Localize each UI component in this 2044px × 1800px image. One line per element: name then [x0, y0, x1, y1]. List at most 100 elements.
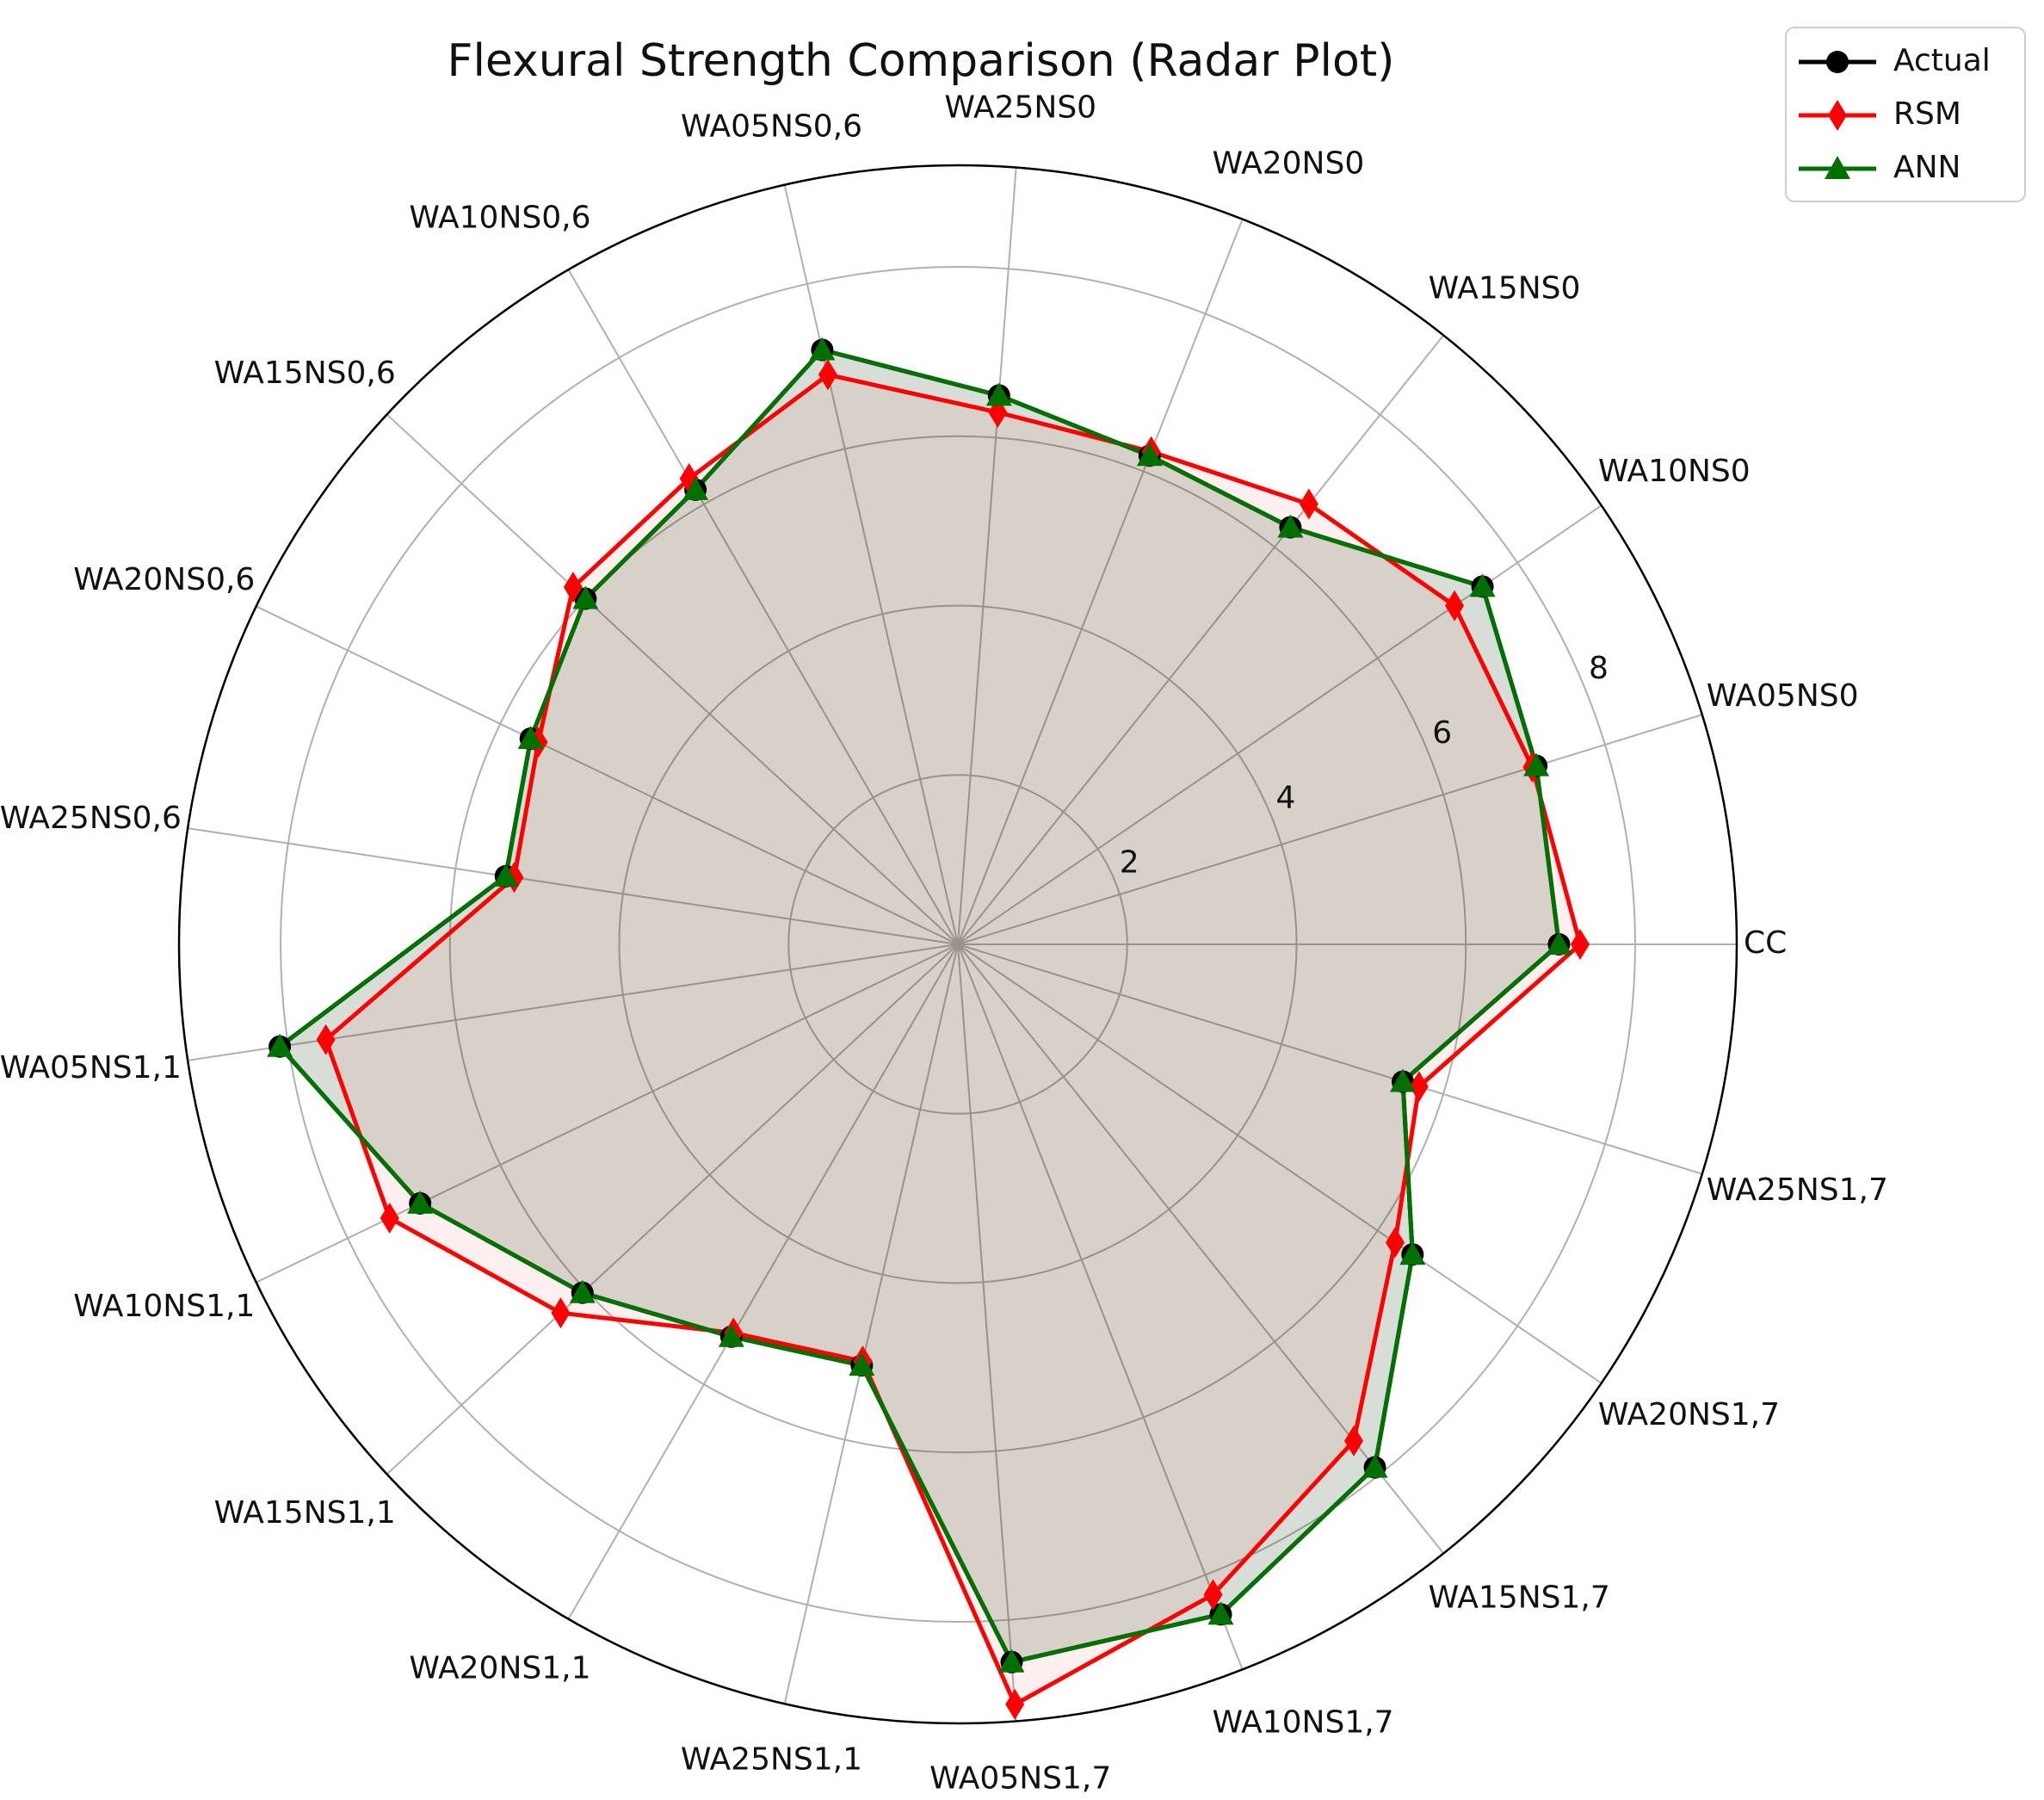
spoke: [256, 943, 959, 1284]
data-point-ann: [1546, 931, 1572, 955]
spoke: [957, 167, 1017, 945]
category-label: CC: [1744, 925, 1787, 961]
data-point-ann: [1399, 1241, 1426, 1265]
series-markers: [267, 337, 1590, 1720]
series-line-ann: [277, 348, 1561, 1665]
spoke: [957, 943, 1244, 1670]
spoke: [957, 504, 1602, 945]
legend-marker-rsm: [1828, 100, 1847, 131]
series-fill-rsm: [325, 374, 1581, 1704]
spoke: [957, 943, 1017, 1722]
category-label: WA05NS0: [1707, 678, 1859, 714]
data-point-ann: [718, 1323, 744, 1347]
data-point-ann: [809, 337, 836, 361]
category-label: WA20NS1,1: [409, 1651, 590, 1686]
outer-frame: [177, 164, 1738, 1725]
spoke: [783, 943, 959, 1704]
category-label: WA10NS0: [1598, 454, 1751, 489]
series-fill-actual: [280, 349, 1559, 1662]
data-point-ann: [407, 1190, 434, 1214]
category-label: WA15NS1,7: [1429, 1580, 1610, 1616]
data-point-ann: [849, 1352, 875, 1376]
data-point-ann: [517, 725, 544, 749]
spoke: [957, 714, 1703, 945]
data-point-rsm: [818, 359, 837, 391]
data-point-ann: [985, 382, 1012, 406]
data-point-rsm: [316, 1024, 336, 1055]
spoke: [187, 827, 959, 945]
data-point-ann: [1389, 1068, 1416, 1092]
category-label: WA15NS1,1: [214, 1495, 396, 1531]
category-label: WA20NS1,7: [1598, 1397, 1780, 1432]
category-label: WA25NS0: [944, 90, 1096, 126]
legend-label-rsm: RSM: [1893, 96, 1961, 132]
category-label: WA25NS1,1: [681, 1742, 862, 1778]
spoke: [957, 219, 1244, 945]
data-point-rsm: [380, 1202, 399, 1234]
spoke: [957, 943, 1602, 1384]
category-label: WA10NS0,6: [409, 200, 590, 235]
data-point-ann: [1136, 442, 1163, 467]
spoke: [567, 269, 959, 945]
spoke: [957, 943, 1445, 1555]
legend-label-ann: ANN: [1893, 150, 1961, 185]
radial-tick-label: 8: [1589, 651, 1609, 686]
data-point-rsm: [1005, 1688, 1025, 1720]
spoke: [567, 943, 959, 1620]
spoke: [957, 943, 1703, 1175]
category-label: WA20NS0: [1212, 145, 1364, 181]
category-label: WA15NS0,6: [214, 356, 396, 391]
category-label: WA10NS1,7: [1212, 1705, 1393, 1741]
spoke: [187, 943, 959, 1061]
data-point-ann: [569, 1279, 596, 1303]
data-point-rsm: [1343, 1425, 1363, 1457]
data-point-ann: [267, 1033, 293, 1057]
category-labels: CC WA05NS0 WA10NS0 WA15NS0 WA20NS0 WA25NS0 WA0…: [0, 90, 1888, 1797]
legend-marker-actual: [1826, 51, 1849, 73]
legend: Actual RSM ANN: [1785, 27, 2026, 202]
category-label: WA25NS1,7: [1707, 1172, 1888, 1208]
category-label: WA05NS0,6: [681, 108, 862, 144]
category-label: WA05NS1,1: [0, 1050, 182, 1086]
series-line-rsm: [324, 372, 1583, 1707]
data-point-rsm: [1203, 1579, 1223, 1611]
data-point-ann: [1362, 1454, 1388, 1478]
legend-label-actual: Actual: [1893, 43, 1991, 78]
data-point-rsm: [1571, 929, 1590, 960]
category-label: WA10NS1,1: [73, 1289, 255, 1324]
data-point-rsm: [1299, 488, 1318, 520]
spoke: [256, 605, 959, 945]
spoke: [783, 184, 959, 945]
category-label: WA25NS0,6: [0, 801, 182, 836]
spoke: [386, 413, 959, 945]
category-label: WA15NS0: [1429, 270, 1581, 306]
data-point-rsm: [551, 1297, 571, 1329]
legend-marker-ann: [1825, 156, 1850, 179]
spokes: [187, 167, 1737, 1722]
data-point-ann: [1277, 514, 1304, 538]
data-point-ann: [492, 863, 519, 887]
radial-tick-label: 4: [1276, 780, 1296, 815]
series-lines: [277, 348, 1583, 1707]
data-point-ann: [1523, 752, 1550, 776]
series-fill-ann: [280, 349, 1559, 1662]
data-point-rsm: [1445, 590, 1465, 622]
data-point-ann: [572, 585, 599, 609]
series-fills: [280, 349, 1581, 1704]
chart-title: Flexural Strength Comparison (Radar Plot…: [448, 35, 1395, 87]
data-point-ann: [682, 476, 709, 500]
category-label: WA20NS0,6: [73, 562, 255, 597]
data-point-rsm: [563, 572, 583, 603]
radial-tick-labels: 2 4 6 8: [1120, 651, 1609, 881]
spoke: [386, 943, 959, 1475]
radial-tick-label: 2: [1120, 845, 1139, 881]
category-label: WA05NS1,7: [929, 1760, 1111, 1796]
spoke: [957, 334, 1445, 945]
data-point-ann: [1469, 573, 1496, 597]
radial-tick-label: 6: [1432, 715, 1452, 751]
data-point-ann: [1207, 1601, 1234, 1625]
data-point-rsm: [1385, 1227, 1405, 1259]
data-point-rsm: [1409, 1071, 1429, 1103]
legend-box: [1785, 27, 2026, 202]
